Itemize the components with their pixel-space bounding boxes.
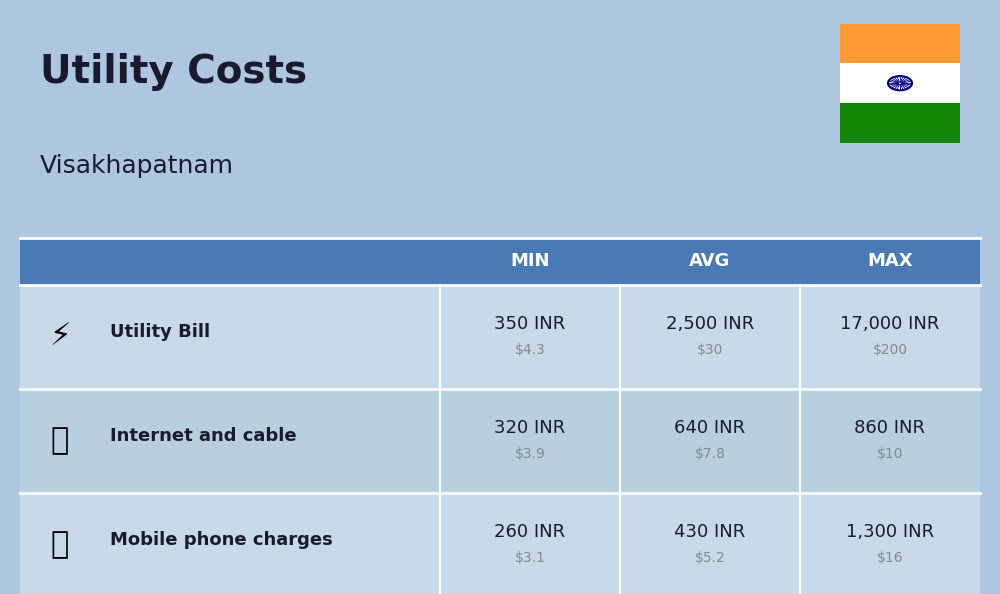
Text: $7.8: $7.8 [695,447,725,461]
Text: MIN: MIN [510,252,550,270]
Text: AVG: AVG [689,252,731,270]
FancyBboxPatch shape [840,64,960,103]
Text: Mobile phone charges: Mobile phone charges [110,531,333,549]
Text: 320 INR: 320 INR [494,419,566,437]
Text: $10: $10 [877,447,903,461]
FancyBboxPatch shape [20,493,980,594]
Text: $5.2: $5.2 [695,551,725,565]
Text: MAX: MAX [867,252,913,270]
Text: $4.3: $4.3 [515,343,545,357]
Text: Internet and cable: Internet and cable [110,427,297,446]
FancyBboxPatch shape [840,103,960,143]
Text: 📶: 📶 [51,426,69,456]
Text: $200: $200 [872,343,908,357]
Text: Utility Bill: Utility Bill [110,323,210,342]
Text: 640 INR: 640 INR [674,419,746,437]
Text: $3.1: $3.1 [515,551,545,565]
FancyBboxPatch shape [20,389,980,493]
FancyBboxPatch shape [20,285,980,389]
Text: 430 INR: 430 INR [674,523,746,541]
Text: 📱: 📱 [51,530,69,560]
Text: $30: $30 [697,343,723,357]
Text: 350 INR: 350 INR [494,315,566,333]
Text: Utility Costs: Utility Costs [40,53,307,91]
Text: $16: $16 [877,551,903,565]
Text: 860 INR: 860 INR [854,419,926,437]
Text: 260 INR: 260 INR [494,523,566,541]
Text: 17,000 INR: 17,000 INR [840,315,940,333]
Text: ⚡: ⚡ [49,323,71,352]
Text: 2,500 INR: 2,500 INR [666,315,754,333]
Text: Visakhapatnam: Visakhapatnam [40,154,234,178]
Text: $3.9: $3.9 [515,447,545,461]
Text: 1,300 INR: 1,300 INR [846,523,934,541]
FancyBboxPatch shape [840,24,960,64]
FancyBboxPatch shape [20,238,980,285]
